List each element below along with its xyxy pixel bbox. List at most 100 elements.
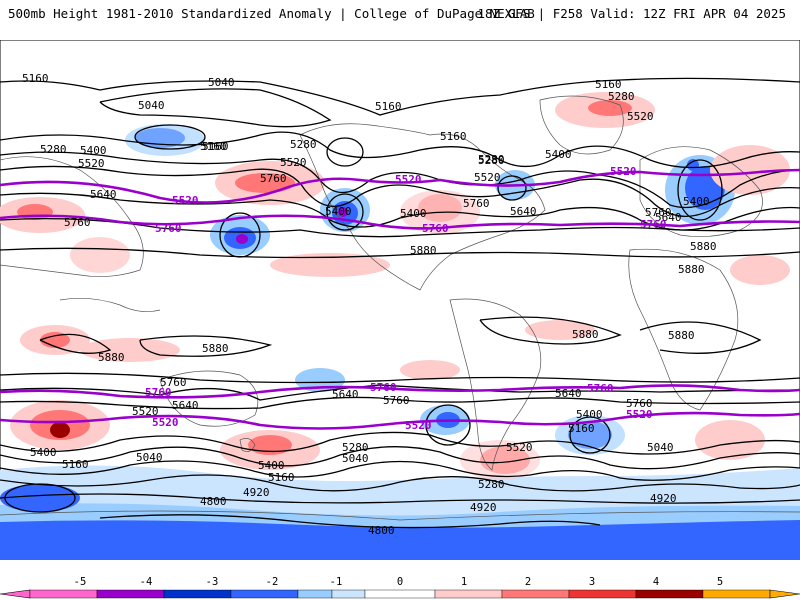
contour-label: 5280	[608, 90, 635, 103]
contour-sh-5880	[0, 372, 800, 384]
contour-label: 5280	[478, 154, 505, 167]
shading-aus-red	[80, 338, 180, 362]
contour-label: 5760	[463, 197, 490, 210]
highlight-contours	[0, 168, 800, 430]
colorbar-seg-neg3	[163, 589, 232, 599]
contour-label: 5040	[342, 452, 369, 465]
contour-label: 5160	[595, 78, 622, 91]
colorbar-tick-label: -3	[206, 576, 219, 588]
contour-label: 5160	[202, 140, 229, 153]
coast-europe	[639, 146, 763, 237]
contour-label: 5760	[645, 206, 672, 219]
colorbar-tick-label: 5	[717, 576, 723, 588]
highlight-label: 5760	[587, 382, 614, 395]
contour-low-wus	[326, 193, 364, 231]
contour-label: 5160	[22, 72, 49, 85]
coast-antarctica	[0, 510, 800, 521]
highlight-label: 5520	[610, 165, 637, 178]
shading-n-pacific-red2	[235, 173, 295, 193]
colorbar-seg-neg1	[297, 589, 333, 599]
colorbar-tick-label: -4	[140, 576, 153, 588]
contour-label: 5760	[160, 376, 187, 389]
highlight-label: 5760	[422, 222, 449, 235]
contour-label: 5520	[132, 405, 159, 418]
contour-label: 5400	[545, 148, 572, 161]
highlight-label: 5760	[370, 381, 397, 394]
contour-sh-5640	[0, 396, 800, 410]
highlight-label: 5520	[626, 408, 653, 421]
contour-eq-5880-c	[479, 316, 622, 345]
highlight-label: 5520	[395, 173, 422, 186]
contour-eq-5880-a	[39, 333, 112, 354]
contour-label: 5880	[572, 328, 599, 341]
contour-label: 4800	[368, 524, 395, 537]
contour-label: 5280	[478, 153, 505, 166]
shading-s-pacific-blue	[0, 484, 80, 512]
contour-label: 5400	[576, 408, 603, 421]
contour-label: 5160	[62, 458, 89, 471]
map-header: 500mb Height 1981-2010 Standardized Anom…	[0, 0, 800, 40]
highlight-label: 5520	[405, 419, 432, 432]
map-title: 500mb Height 1981-2010 Standardized Anom…	[8, 6, 535, 21]
colorbar-tick-label: 2	[525, 576, 531, 588]
colorbar-tick-label: 1	[461, 576, 467, 588]
contour-sh-low-a	[425, 404, 471, 446]
contour-nh-5400	[0, 151, 800, 209]
height-contours	[0, 77, 800, 529]
contour-label: 5280	[40, 143, 67, 156]
contour-label: 5400	[30, 446, 57, 459]
contour-label: 5400	[325, 205, 352, 218]
contour-label: 5040	[136, 451, 163, 464]
coast-s-america	[449, 298, 542, 471]
contour-sh-5760	[0, 384, 800, 401]
shading-sa-red	[525, 320, 595, 340]
contour-nh-5880	[0, 247, 800, 259]
highlight-labels: 5520 5760 5520 5760 5520 5760 5760 5760 …	[145, 165, 667, 432]
highlight-label: 5760	[155, 222, 182, 235]
colorbar-tick-label: 4	[653, 576, 659, 588]
contour-label: 5160	[440, 130, 467, 143]
colorbar: -5 -4 -3 -2 -1 0 1 2 3 4 5	[0, 576, 800, 599]
contour-eq-5880-d	[639, 321, 762, 354]
contour-sh-5160	[0, 460, 800, 481]
contour-label: 5400	[258, 459, 285, 472]
highlight-label: 5760	[145, 386, 172, 399]
colorbar-seg-pos4	[635, 589, 704, 599]
shading-subtrop-red	[270, 253, 390, 277]
highlight-label: 5760	[640, 218, 667, 231]
colorbar-seg-pos1	[434, 589, 503, 599]
contour-label: 5640	[655, 211, 682, 224]
contour-label: 5280	[342, 441, 369, 454]
contour-low-hudson	[326, 137, 364, 167]
colorbar-right-arrow	[769, 589, 800, 599]
contour-nh-5280	[0, 131, 800, 169]
contour-label: 5880	[410, 244, 437, 257]
contour-label: 4800	[200, 495, 227, 508]
contour-label: 5520	[474, 171, 501, 184]
contour-label: 5640	[332, 388, 359, 401]
contour-label: 5520	[78, 157, 105, 170]
coast-greenland	[539, 95, 624, 155]
shading-asia-red	[70, 237, 130, 273]
highlight-nh-5760	[0, 214, 800, 230]
contour-label: 5400	[400, 207, 427, 220]
contour-label: 4920	[470, 501, 497, 514]
colorbar-seg-neg4	[96, 589, 165, 599]
highlight-sh-5520	[0, 411, 800, 430]
coast-indonesia	[59, 298, 161, 312]
shading-antarctic-deep	[0, 520, 800, 560]
shading-s-indian-red3	[50, 422, 70, 438]
contour-label: 5040	[138, 99, 165, 112]
colorbar-tick-label: -1	[330, 576, 343, 588]
contour-label: 5640	[172, 399, 199, 412]
colorbar-seg-zero	[364, 589, 436, 599]
contour-label: 4920	[650, 492, 677, 505]
coast-n-america	[299, 123, 546, 291]
contour-sh-4800	[99, 514, 601, 529]
contour-label: 5280	[478, 478, 505, 491]
contour-label: 5760	[383, 394, 410, 407]
shading-s-pac-red2	[248, 435, 292, 455]
contour-label: 5640	[555, 387, 582, 400]
contour-label: 5040	[647, 441, 674, 454]
contour-low-pacific	[219, 212, 261, 258]
